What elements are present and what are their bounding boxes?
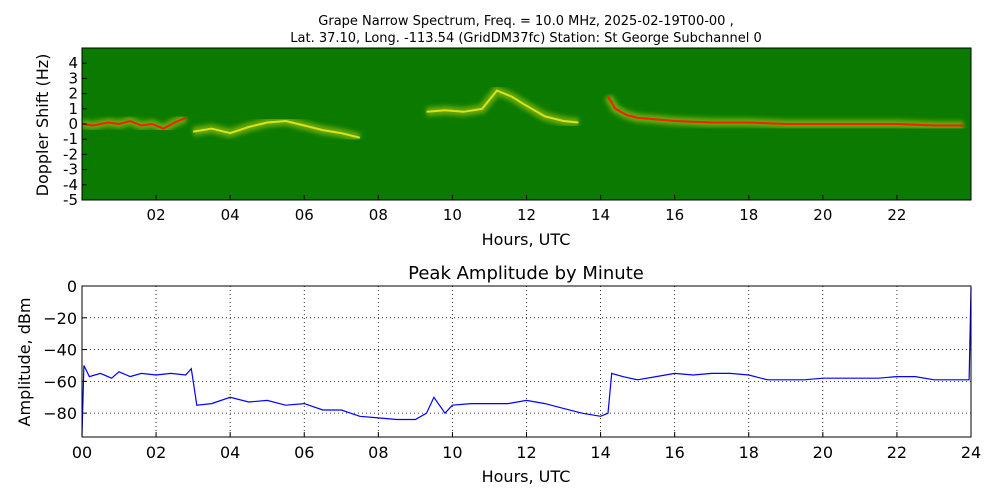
amplitude-x-tick-label: 02 xyxy=(146,443,166,462)
amplitude-x-ticks: 00 02 04 06 08 10 12 14 16 18 20 22 24 xyxy=(72,432,981,462)
spectrogram-x-ticks: 02 04 06 08 10 12 14 16 18 20 22 xyxy=(147,195,906,224)
spectrogram-x-tick-label: 10 xyxy=(443,206,462,224)
amplitude-y-tick-label: −60 xyxy=(43,372,77,391)
amplitude-x-tick-label: 24 xyxy=(961,443,981,462)
spectrogram-y-tick-label: 1 xyxy=(68,100,78,118)
amplitude-x-tick-label: 10 xyxy=(442,443,462,462)
amplitude-x-label: Hours, UTC xyxy=(482,467,571,486)
spectrogram-x-tick-label: 04 xyxy=(221,206,240,224)
spectrogram-y-tick-label: 0 xyxy=(68,115,78,133)
spectrogram-trace xyxy=(607,96,964,127)
spectrogram-y-label: Doppler Shift (Hz) xyxy=(33,54,52,197)
amplitude-plot-area xyxy=(82,286,971,437)
spectrogram-x-tick-label: 02 xyxy=(147,206,166,224)
amplitude-x-tick-label: 22 xyxy=(887,443,907,462)
spectrogram-y-tick-label: -3 xyxy=(63,161,78,179)
spectrogram-x-tick-label: 16 xyxy=(665,206,684,224)
amplitude-x-tick-label: 12 xyxy=(516,443,536,462)
amplitude-x-tick-label: 00 xyxy=(72,443,92,462)
spectrogram-x-tick-label: 20 xyxy=(813,206,832,224)
spectrogram-x-label: Hours, UTC xyxy=(482,230,571,249)
amplitude-y-label: Amplitude, dBm xyxy=(15,298,34,427)
figure-title-line2: Lat. 37.10, Long. -113.54 (GridDM37fc) S… xyxy=(290,31,761,46)
amplitude-x-tick-label: 14 xyxy=(590,443,610,462)
amplitude-x-tick-label: 18 xyxy=(739,443,759,462)
spectrogram-trace xyxy=(426,89,579,124)
figure-title-line1: Grape Narrow Spectrum, Freq. = 10.0 MHz,… xyxy=(318,14,733,29)
spectrogram-x-tick-label: 18 xyxy=(739,206,758,224)
amplitude-y-tick-label: 0 xyxy=(67,277,77,296)
spectrogram-y-tick-label: 2 xyxy=(68,85,78,103)
amplitude-y-tick-label: −20 xyxy=(43,309,77,328)
amplitude-x-tick-label: 20 xyxy=(813,443,833,462)
amplitude-line xyxy=(81,287,972,436)
spectrogram-trace xyxy=(192,119,361,139)
amplitude-x-tick-label: 16 xyxy=(664,443,684,462)
amplitude-x-tick-label: 06 xyxy=(294,443,314,462)
spectrogram-y-tick-label: 3 xyxy=(68,69,78,87)
amplitude-x-tick-label: 04 xyxy=(220,443,240,462)
amplitude-y-ticks: 0 −20 −40 −60 −80 xyxy=(43,277,87,423)
spectrogram-x-tick-label: 14 xyxy=(591,206,610,224)
spectrogram-traces xyxy=(82,85,964,143)
amplitude-y-tick-label: −80 xyxy=(43,404,77,423)
spectrogram-x-tick-label: 06 xyxy=(295,206,314,224)
spectrogram-x-tick-label: 08 xyxy=(369,206,388,224)
amplitude-panel: Peak Amplitude by Minute 00 02 04 06 08 10 12 1… xyxy=(15,263,981,486)
spectrogram-y-tick-label: -1 xyxy=(63,130,78,148)
spectrogram-x-tick-label: 22 xyxy=(887,206,906,224)
amplitude-y-tick-label: −40 xyxy=(43,341,77,360)
amplitude-title: Peak Amplitude by Minute xyxy=(408,263,644,284)
spectrogram-trace xyxy=(82,116,187,130)
spectrogram-y-tick-label: -5 xyxy=(63,191,78,209)
spectrogram-y-tick-label: -2 xyxy=(63,145,78,163)
spectrogram-y-tick-label: 4 xyxy=(68,54,78,72)
spectrogram-y-tick-label: -4 xyxy=(63,176,78,194)
amplitude-x-tick-label: 08 xyxy=(368,443,388,462)
spectrogram-x-tick-label: 12 xyxy=(517,206,536,224)
